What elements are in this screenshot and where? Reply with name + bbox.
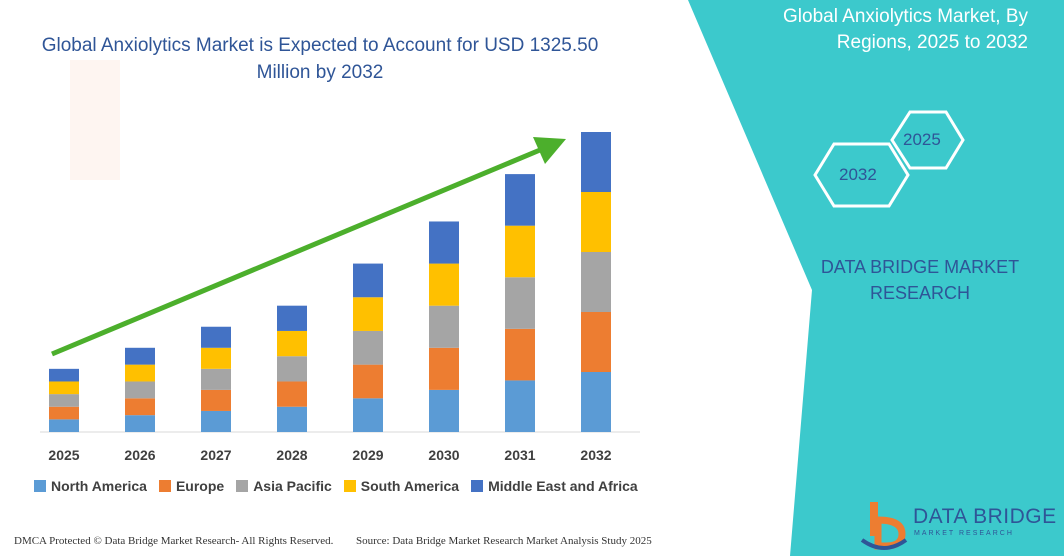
chart-title: Global Anxiolytics Market is Expected to…	[41, 35, 599, 83]
bar-segment	[581, 192, 611, 252]
legend-label: Europe	[175, 478, 225, 494]
bar-segment	[581, 252, 611, 312]
x-tick-label: 2025	[48, 447, 79, 463]
legend-label: Asia Pacific	[253, 478, 332, 494]
bar-segment	[581, 372, 611, 432]
footer-source: Source: Data Bridge Market Research Mark…	[356, 535, 652, 547]
trend-arrow-line	[51, 147, 541, 357]
bar-segment	[277, 305, 307, 331]
bar-segment	[125, 381, 155, 399]
bar-segment	[505, 277, 535, 329]
legend-swatch	[158, 480, 171, 492]
x-tick-label: 2027	[200, 447, 231, 463]
bar-segment	[49, 406, 79, 420]
bar-segment	[201, 389, 231, 411]
x-tick-label: 2028	[276, 447, 307, 463]
legend-label: Middle East and Africa	[488, 478, 638, 494]
bar-segment	[505, 174, 535, 226]
bar-segment	[49, 394, 79, 407]
trend-arrow-head	[533, 137, 566, 164]
x-tick-label: 2031	[504, 447, 535, 463]
chart-legend: North America Europe Asia Pacific South Ame…	[34, 478, 638, 494]
hex-year-2025-label: 2025	[903, 130, 941, 149]
bar-segment	[201, 347, 231, 369]
legend-swatch	[34, 480, 46, 492]
bar-segment	[277, 330, 307, 357]
bar-segment	[125, 398, 155, 416]
hex-2025	[890, 110, 965, 170]
bar-segment	[49, 419, 79, 432]
bar-segment	[277, 356, 307, 382]
bar-segment	[353, 364, 383, 399]
bar-segment	[353, 263, 383, 298]
bar-segment	[429, 305, 459, 348]
x-tick-label: 2030	[428, 447, 459, 463]
bar-segment	[505, 225, 535, 278]
legend-item: Europe	[158, 478, 225, 494]
logo-name: DATA BRIDGE	[913, 505, 1057, 528]
bar-segment	[49, 381, 79, 395]
bar-segment	[277, 406, 307, 432]
bar-segment	[201, 326, 231, 348]
data-bridge-logo-icon	[860, 502, 908, 550]
bar-segment	[581, 132, 611, 192]
bar-segment	[429, 221, 459, 264]
legend-item: Asia Pacific	[236, 478, 332, 494]
hex-2032	[813, 142, 910, 208]
bar-segment	[201, 410, 231, 432]
brand-text: DATA BRIDGE MARKET RESEARCH	[820, 257, 1020, 303]
hex-year-2032-label: 2032	[839, 165, 877, 184]
bar-segment	[353, 297, 383, 331]
watermark-shape	[70, 60, 120, 180]
x-tick-label: 2032	[580, 447, 611, 463]
bar-segment	[581, 312, 611, 372]
bar-segment	[353, 398, 383, 432]
legend-item: North America	[34, 478, 147, 494]
footer-copyright: DMCA Protected © Data Bridge Market Rese…	[14, 535, 334, 547]
x-tick-label: 2026	[124, 447, 155, 463]
bar-segment	[429, 263, 459, 306]
bar-segment	[49, 368, 79, 382]
legend-label: South America	[360, 478, 460, 494]
side-panel-title: Global Anxiolytics Market, By Regions, 2…	[783, 6, 1028, 53]
bar-segment	[201, 368, 231, 390]
legend-item: Middle East and Africa	[471, 478, 638, 494]
bar-segment	[429, 347, 459, 390]
legend-swatch	[343, 480, 356, 492]
bar-segment	[353, 330, 383, 365]
bar-segment	[125, 415, 155, 432]
legend-item: South America	[343, 478, 460, 494]
bar-segment	[429, 389, 459, 432]
teal-side-panel	[688, 0, 1064, 556]
legend-swatch	[236, 480, 249, 492]
bar-segment	[125, 364, 155, 382]
bar-segment	[505, 380, 535, 432]
bar-segment	[125, 347, 155, 365]
x-tick-label: 2029	[352, 447, 383, 463]
bar-segment	[505, 328, 535, 381]
legend-label: North America	[51, 478, 147, 494]
logo-tagline: MARKET RESEARCH	[914, 530, 1014, 537]
legend-swatch	[471, 480, 484, 492]
bar-segment	[277, 381, 307, 407]
